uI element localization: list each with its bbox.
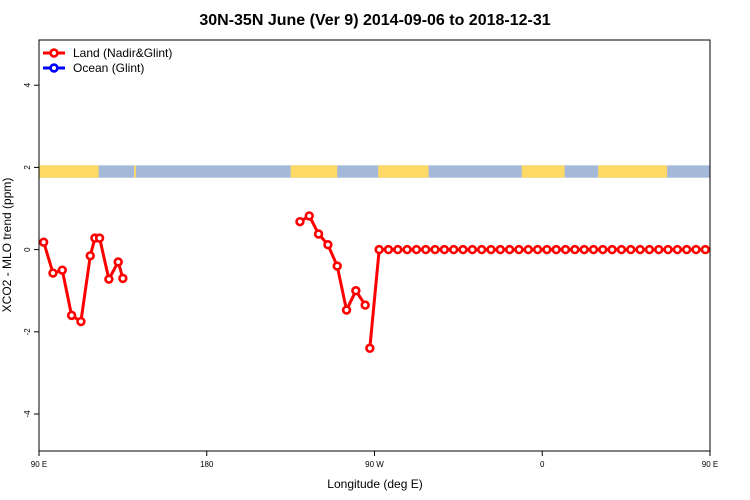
y-tick-label: -2 — [23, 328, 32, 336]
legend-marker — [49, 48, 59, 58]
data-point — [374, 244, 384, 255]
plot-frame — [38, 39, 711, 452]
data-point — [421, 244, 431, 255]
series-land — [38, 211, 711, 353]
data-point — [402, 244, 412, 255]
data-point — [486, 244, 496, 255]
data-point — [360, 300, 370, 310]
data-point — [504, 244, 515, 255]
x-axis-label: Longitude (deg E) — [327, 477, 422, 491]
legend-label: Ocean (Glint) — [73, 61, 144, 75]
land-band-segment — [134, 165, 136, 178]
y-tick-label: -4 — [23, 410, 32, 418]
x-tick-label: 90 E — [31, 460, 47, 469]
data-point — [76, 316, 86, 327]
data-point — [570, 244, 580, 255]
data-point — [341, 305, 352, 315]
series-line — [299, 213, 367, 315]
data-point — [439, 244, 450, 255]
data-point — [626, 244, 636, 255]
y-tick-label: 0 — [23, 247, 32, 252]
x-tick-label: 0 — [540, 460, 545, 469]
x-tick-label: 90 W — [365, 460, 384, 469]
data-point — [551, 244, 561, 255]
data-point — [94, 233, 105, 243]
data-point — [616, 244, 627, 255]
data-point — [476, 244, 487, 255]
data-point — [313, 229, 324, 239]
land-ocean-band — [39, 165, 710, 178]
y-axis: -4 -2 0 2 4 — [23, 82, 39, 418]
data-point — [351, 286, 361, 296]
data-point — [85, 251, 95, 261]
data-point — [598, 244, 608, 255]
data-point — [654, 244, 664, 255]
data-point — [295, 216, 305, 227]
x-axis: 90 E 180 90 W 0 90 E — [31, 451, 718, 469]
data-point — [57, 265, 67, 275]
data-point — [393, 244, 403, 255]
land-band-segment — [378, 165, 429, 178]
data-point — [365, 343, 375, 353]
data-point — [467, 244, 478, 255]
data-point — [66, 310, 77, 321]
data-point — [495, 244, 506, 255]
chart-title: 30N-35N June (Ver 9) 2014-09-06 to 2018-… — [199, 12, 550, 29]
data-point — [644, 244, 655, 255]
legend-label: Land (Nadir&Glint) — [73, 46, 172, 60]
data-point — [542, 244, 552, 255]
land-band-segment — [521, 165, 565, 178]
legend-marker — [49, 63, 59, 73]
data-point — [304, 211, 314, 221]
data-point — [560, 244, 571, 255]
x-tick-label: 180 — [200, 460, 214, 469]
data-point — [607, 244, 617, 255]
series-layer — [38, 211, 711, 353]
legend-item: Land (Nadir&Glint) — [43, 46, 172, 60]
series-line — [368, 248, 706, 349]
data-point — [332, 261, 342, 271]
data-point — [682, 244, 692, 255]
land-band-segment — [598, 165, 668, 178]
data-point — [532, 244, 543, 255]
y-tick-label: 2 — [23, 165, 32, 170]
data-point — [430, 244, 440, 255]
legend: Land (Nadir&Glint)Ocean (Glint) — [40, 41, 190, 77]
data-point — [38, 237, 49, 247]
data-point — [411, 244, 422, 255]
data-point — [449, 244, 459, 255]
data-point — [588, 244, 599, 255]
data-point — [118, 273, 128, 284]
data-point — [663, 244, 673, 255]
land-band-segment — [39, 165, 99, 178]
data-point — [700, 244, 711, 255]
data-point — [323, 239, 333, 250]
data-point — [523, 244, 533, 255]
x-tick-label: 90 E — [702, 460, 718, 469]
data-point — [383, 244, 394, 255]
data-point — [635, 244, 645, 255]
data-point — [113, 257, 123, 267]
data-point — [104, 274, 114, 284]
data-point — [579, 244, 589, 255]
land-band-segment — [290, 165, 338, 178]
y-tick-label: 4 — [23, 82, 32, 87]
data-point — [48, 268, 58, 278]
y-axis-label: XCO2 - MLO trend (ppm) — [0, 178, 14, 313]
legend-item: Ocean (Glint) — [43, 61, 144, 75]
data-point — [672, 244, 683, 255]
data-point — [514, 244, 524, 255]
data-point — [691, 244, 701, 255]
legend-box — [40, 41, 190, 77]
data-point — [458, 244, 468, 255]
